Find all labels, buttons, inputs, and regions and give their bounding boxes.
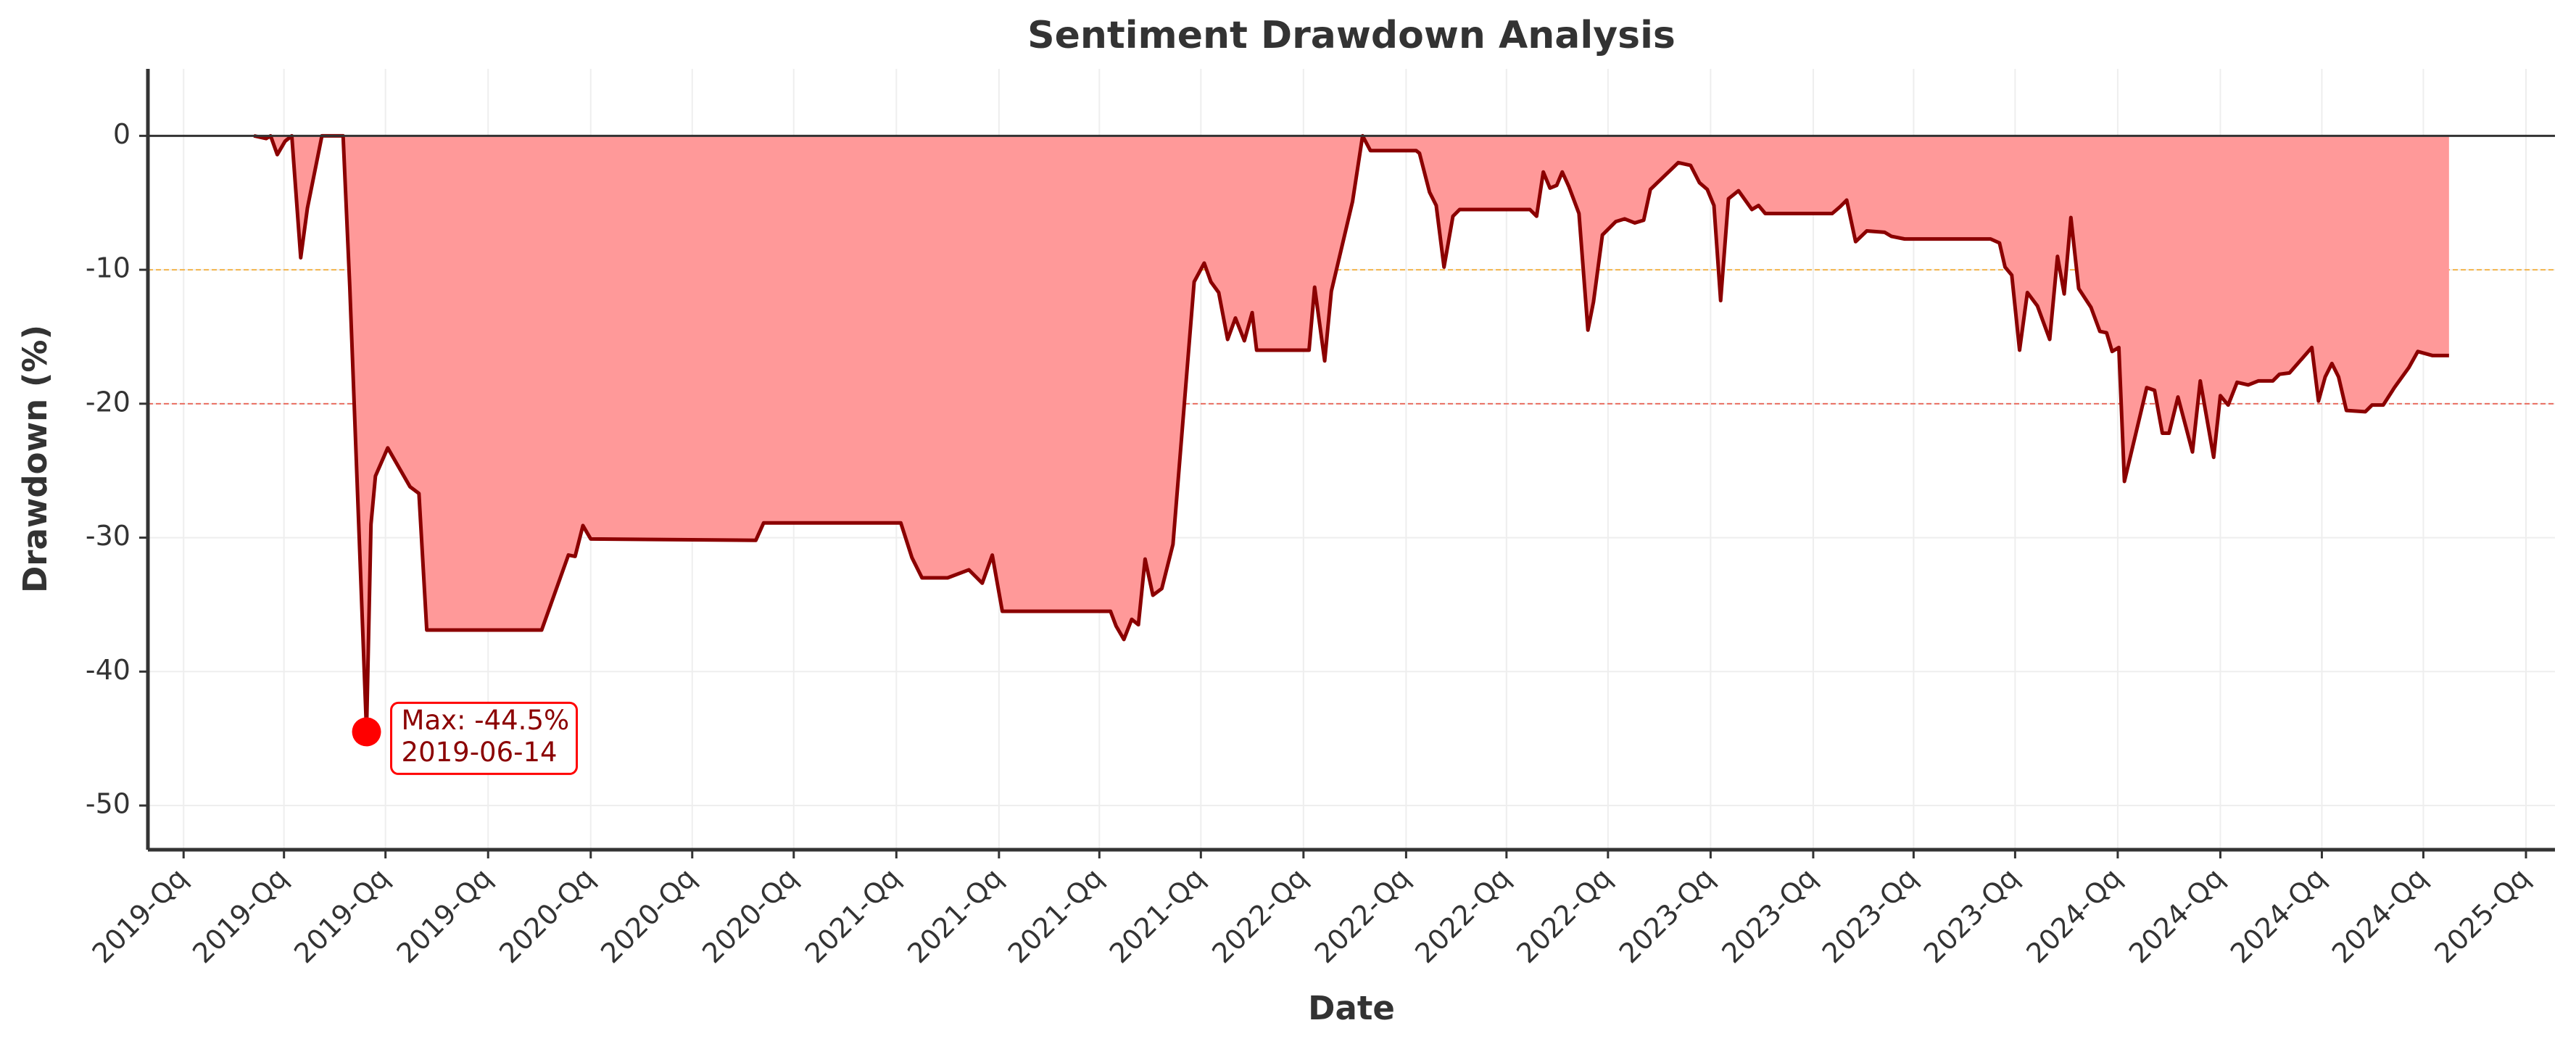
x-tick-label: 2020-Qq <box>493 862 600 969</box>
x-tick-label: 2019-Qq <box>391 862 498 969</box>
x-tick-label: 2023-Qq <box>1816 862 1923 969</box>
x-tick-label: 2025-Qq <box>2428 862 2535 969</box>
area-fill <box>254 136 2449 732</box>
x-tick-label: 2019-Qq <box>288 862 395 969</box>
x-tick-label: 2021-Qq <box>901 862 1009 969</box>
x-tick-label: 2021-Qq <box>1002 862 1109 969</box>
annotation-text: Max: -44.5% <box>402 705 570 736</box>
y-tick-label: -20 <box>86 386 131 418</box>
x-tick-label: 2022-Qq <box>1206 862 1313 969</box>
y-axis-label: Drawdown (%) <box>16 325 54 593</box>
y-tick-label: -40 <box>86 654 131 686</box>
y-tick-label: -50 <box>86 788 131 820</box>
chart-title: Sentiment Drawdown Analysis <box>1027 14 1676 57</box>
x-tick-label: 2020-Qq <box>696 862 803 969</box>
x-tick-label: 2024-Qq <box>2326 862 2433 969</box>
x-tick-label: 2024-Qq <box>2020 862 2127 969</box>
x-tick-label: 2021-Qq <box>1103 862 1211 969</box>
x-tick-label: 2023-Qq <box>1715 862 1823 969</box>
annotation-box <box>390 701 579 775</box>
y-tick-label: -30 <box>86 520 131 552</box>
line <box>253 133 2449 734</box>
x-tick-label: 2022-Qq <box>1309 862 1416 969</box>
x-tick-label: 2023-Qq <box>1918 862 2025 969</box>
y-tick-label: 0 <box>113 118 131 150</box>
x-tick-label: 2022-Qq <box>1510 862 1618 969</box>
x-tick-label: 2019-Qq <box>86 862 194 969</box>
max-marker <box>352 717 381 747</box>
x-tick-label: 2019-Qq <box>186 862 294 969</box>
x-tick-label: 2024-Qq <box>2123 862 2230 969</box>
y-tick-label: -10 <box>86 252 131 284</box>
x-axis-label: Date <box>1308 989 1395 1027</box>
annotation-text: 2019-06-14 <box>402 737 558 768</box>
x-tick-label: 2023-Qq <box>1613 862 1720 969</box>
x-tick-label: 2022-Qq <box>1409 862 1516 969</box>
x-tick-label: 2020-Qq <box>595 862 702 969</box>
x-tick-label: 2024-Qq <box>2224 862 2332 969</box>
x-tick-label: 2021-Qq <box>799 862 906 969</box>
